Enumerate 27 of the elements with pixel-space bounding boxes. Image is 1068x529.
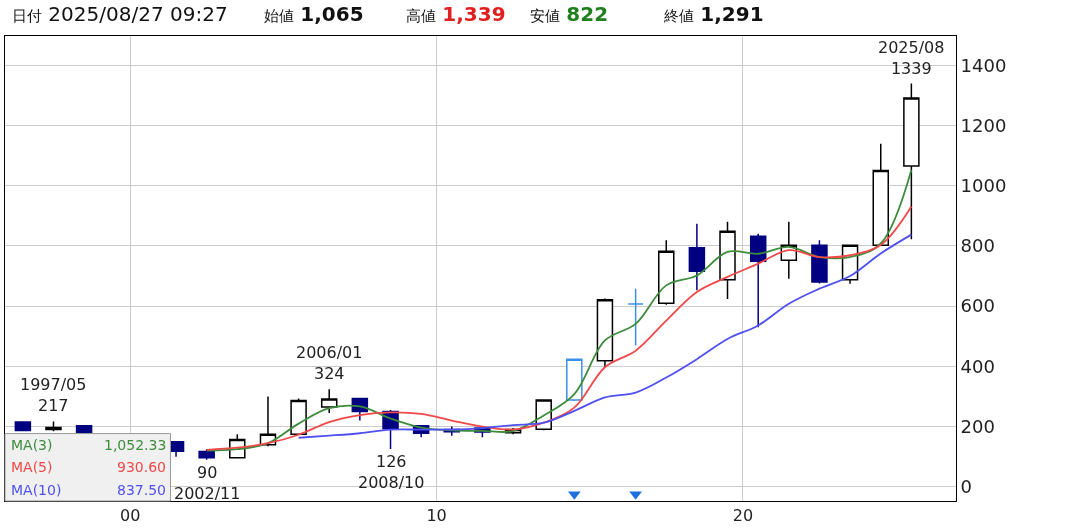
x-tick-label: 20 (732, 506, 754, 526)
annotation: 90 2002/11 (174, 463, 241, 503)
annotation: 2025/08 1339 (878, 38, 945, 78)
x-tick-label: 00 (119, 506, 141, 526)
annotation: 930.60 (117, 459, 166, 475)
annotation: 126 2008/10 (358, 452, 425, 492)
text: MA(5) (11, 459, 53, 475)
annotation: 2006/01 324 (296, 343, 363, 383)
y-tick-label: 600 (960, 295, 995, 317)
y-tick-label: 400 (960, 355, 995, 377)
text: MA(10) (11, 482, 62, 498)
text: 始値 1,065 (264, 2, 364, 26)
y-tick-label: 800 (960, 235, 995, 257)
x-tick-label: 10 (426, 506, 447, 526)
text: 高値 1,339 (406, 2, 506, 26)
y-tick-label: 1400 (960, 54, 1007, 76)
annotation: 1,052.33 (104, 437, 167, 453)
y-tick-label: 1200 (960, 114, 1007, 136)
y-tick-label: 0 (960, 476, 973, 498)
y-tick-label: 1000 (960, 174, 1007, 196)
annotation: 837.50 (117, 482, 166, 498)
text: 日付 2025/08/27 09:27 (12, 2, 228, 26)
text: MA(3) (11, 437, 53, 453)
text: 安値 822 (530, 2, 609, 26)
text: 終値 1,291 (663, 2, 764, 26)
y-tick-label: 200 (960, 415, 995, 437)
annotation: 1997/05 217 (20, 375, 87, 415)
